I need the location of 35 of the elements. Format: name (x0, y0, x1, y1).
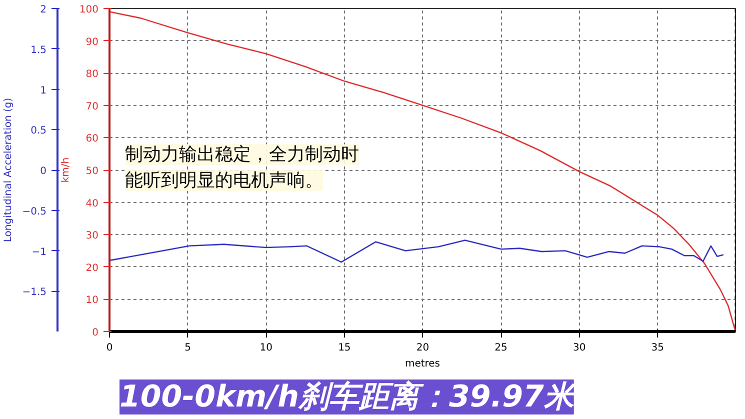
y2-tick-label: −0.5 (22, 206, 47, 218)
y-tick-label: 60 (86, 134, 99, 145)
y2-tick-label: 1 (40, 85, 47, 96)
y-tick-label: 0 (92, 328, 99, 338)
line-series (110, 240, 724, 263)
annotation: 能听到明显的电机声响。 (125, 170, 324, 191)
y-tick-label: 50 (86, 166, 99, 177)
y-tick-label: 90 (86, 36, 99, 48)
y-tick-label: 10 (86, 295, 99, 306)
x-tick-label: 5 (184, 342, 192, 354)
y2-axis-title: Longitudinal Acceleration (g) (3, 98, 14, 242)
y-tick-label: 100 (79, 4, 99, 16)
y2-tick-label: 2 (40, 4, 47, 16)
x-axis-title: metres (404, 358, 440, 370)
y2-tick-label: 0.5 (30, 126, 47, 137)
x-tick-label: 20 (416, 342, 430, 354)
x-tick-label: 35 (651, 342, 664, 354)
x-tick-label: 25 (494, 342, 508, 354)
text: 100-0km/h刹车距离：39.97米 (120, 380, 577, 414)
x-tick-label: 30 (572, 342, 586, 354)
y-tick-label: 70 (86, 101, 99, 112)
y2-tick-label: −1.5 (22, 287, 47, 298)
y2-tick-label: −1 (32, 246, 47, 258)
y2-tick-label: 1.5 (30, 44, 47, 56)
x-tick-label: 0 (106, 342, 113, 354)
y-tick-label: 30 (86, 230, 99, 242)
y-tick-label: 20 (86, 262, 99, 274)
y-tick-label: 80 (86, 69, 99, 80)
x-tick-label: 10 (260, 342, 272, 354)
annotation: 制动力输出稳定，全力制动时 (125, 144, 360, 166)
y2-tick-label: 0 (40, 166, 47, 177)
y-axis-title: km/h (60, 157, 72, 183)
y-tick-label: 40 (86, 198, 99, 210)
line-series (110, 11, 736, 332)
x-tick-label: 15 (338, 342, 351, 354)
